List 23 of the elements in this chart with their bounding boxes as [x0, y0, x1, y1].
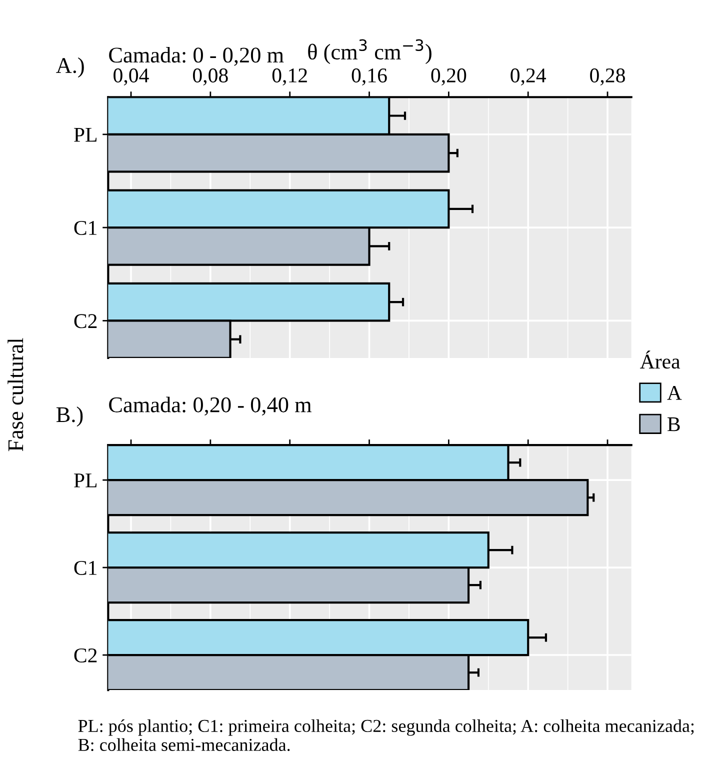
y-tick-label: C1: [74, 560, 97, 575]
y-tick-label: PL: [74, 128, 97, 142]
x-tick-label: 0,08: [192, 68, 228, 86]
chart-title: B.): [56, 406, 83, 427]
x-tick-label: 0,28: [590, 68, 625, 86]
legend-label: B: [668, 417, 680, 432]
legend-label: A: [667, 386, 682, 400]
y-tick-label: C1: [74, 220, 97, 235]
chart-subtitle: Camada: 0 - 0,20 m: [109, 46, 284, 66]
x-tick-label: 0,16: [352, 68, 387, 86]
chart-subtitle: Camada: 0,20 - 0,40 m: [109, 396, 312, 416]
y-tick-label: C2: [74, 648, 97, 662]
x-tick-label: 0,12: [272, 68, 307, 86]
x-axis-title: θ (cm$^{3}$ cm$^{−3}$): [308, 39, 432, 64]
x-tick-label: 0,20: [431, 68, 466, 86]
y-axis-title: Fase cultural: [8, 338, 24, 452]
x-tick-label: 0,04: [114, 68, 149, 86]
x-tick-label: 0,24: [510, 68, 546, 86]
y-tick-label: C2: [74, 314, 97, 328]
chart-title: A.): [56, 57, 84, 78]
legend-title: Área: [640, 350, 680, 369]
y-tick-label: PL: [74, 474, 97, 488]
text: PL: pós plantio; C1: primeira colheita; C2: segunda colheita; A: colheita mecanizada; B: colheita semi-mecanizada.: [78, 719, 694, 752]
